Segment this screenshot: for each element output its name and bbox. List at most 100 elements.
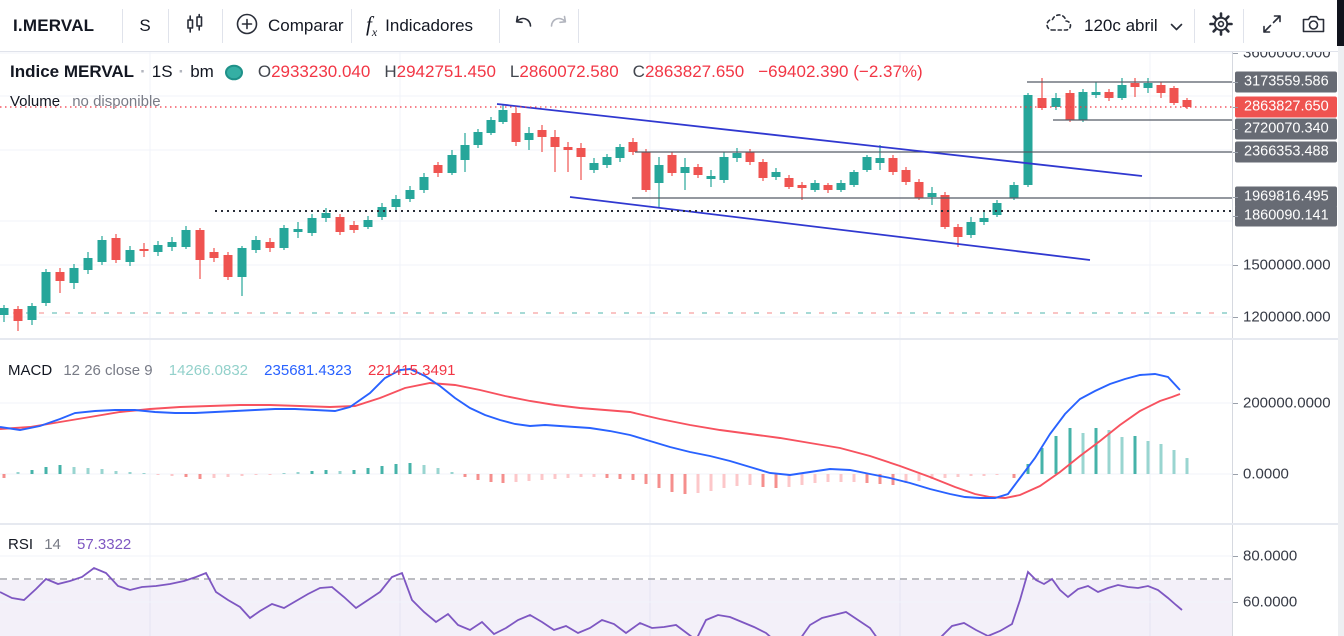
plus-circle-icon: [234, 11, 260, 42]
redo-button[interactable]: [542, 0, 576, 52]
legend-exchange: bm: [190, 62, 214, 81]
candles-series: [0, 78, 1192, 331]
pane-separator[interactable]: [0, 523, 1344, 525]
price-badge: 2863827.650: [1235, 96, 1337, 118]
window-edge-strip: [1338, 46, 1344, 636]
symbol-button[interactable]: I.MERVAL: [0, 0, 94, 52]
macd-line-value: 235681.4323: [264, 362, 352, 379]
axis-tick: [1233, 265, 1238, 266]
open-value: 2933230.040: [271, 62, 371, 81]
chevron-down-icon: [1170, 16, 1183, 36]
macd-pane: [0, 368, 1232, 499]
axis-tick: [1233, 197, 1238, 198]
rsi-pane: [0, 555, 1232, 636]
price-badge: 3173559.586: [1235, 71, 1337, 93]
symbol-label: I.MERVAL: [13, 16, 95, 35]
data-source-dot-icon: [224, 64, 244, 81]
main-price-pane: [0, 52, 1232, 331]
rsi-value: 57.3322: [77, 536, 132, 553]
screenshot-button[interactable]: [1292, 0, 1334, 52]
price-scale[interactable]: 3600000.000 1500000.000 1200000.000 200000.…: [1232, 45, 1338, 636]
axis-tick: [1233, 129, 1238, 130]
price-badge: 1969816.495: [1235, 186, 1337, 208]
price-badge: 2720070.340: [1235, 118, 1337, 140]
volume-label: Volume: [10, 93, 61, 110]
macd-line: [0, 368, 1181, 499]
main-pane-legend[interactable]: Indice MERVAL · 1S · bm O2933230.040 H29…: [10, 62, 923, 81]
interval-button[interactable]: S: [122, 0, 168, 52]
layout-name-label: 120c abril: [1084, 16, 1158, 35]
function-fx-icon: fx: [366, 11, 378, 40]
change-value: −69402.390 (−2.37%): [758, 62, 923, 81]
axis-tick: [1233, 53, 1238, 54]
axis-tick: [1233, 403, 1238, 404]
fullscreen-button[interactable]: [1252, 0, 1292, 52]
axis-tick: [1233, 317, 1238, 318]
toolbar-divider: [499, 9, 500, 43]
low-value: 2860072.580: [519, 62, 619, 81]
candlestick-chart-icon: [183, 12, 207, 41]
price-axis-label: 80.0000: [1243, 547, 1298, 565]
toolbar-divider: [122, 9, 123, 43]
indicators-button[interactable]: fx Indicadores: [366, 0, 473, 52]
macd-histogram-value: 14266.0832: [168, 362, 248, 379]
price-axis-label: 1500000.000: [1243, 256, 1331, 274]
cloud-icon: [1042, 11, 1076, 42]
toolbar-divider: [222, 9, 223, 43]
price-axis-label: 0.0000: [1243, 465, 1289, 483]
volume-legend[interactable]: Volume no disponible: [10, 93, 161, 110]
axis-tick: [1233, 474, 1238, 475]
macd-params: 12 26 close 9: [63, 362, 153, 379]
camera-icon: [1300, 12, 1327, 41]
macd-legend[interactable]: MACD 12 26 close 9 14266.0832 235681.432…: [8, 362, 456, 379]
macd-signal-line: [0, 382, 1181, 499]
gear-icon: [1207, 10, 1235, 43]
legend-interval: 1S: [151, 62, 173, 81]
trendline: [496, 103, 1143, 177]
price-badge: 1860090.141: [1235, 205, 1337, 227]
axis-tick: [1233, 82, 1238, 83]
price-axis-label: 1200000.000: [1243, 308, 1331, 326]
pane-separator[interactable]: [0, 338, 1344, 340]
top-toolbar: I.MERVAL S Comparar fx: [0, 0, 1344, 52]
toolbar-divider: [1243, 9, 1244, 43]
toolbar-divider: [1194, 9, 1195, 43]
rsi-legend[interactable]: RSI 14 57.3322: [8, 536, 131, 553]
rsi-line: [0, 566, 1183, 636]
high-value: 2942751.450: [396, 62, 496, 81]
chart-type-button[interactable]: [168, 0, 222, 52]
axis-tick: [1233, 556, 1238, 557]
redo-arrow-icon: [547, 12, 571, 41]
macd-signal-value: 221415.3491: [367, 362, 456, 379]
axis-tick: [1233, 107, 1238, 108]
toolbar-divider: [351, 9, 352, 43]
fullscreen-expand-icon: [1260, 12, 1284, 41]
price-badge: 2366353.488: [1235, 141, 1337, 163]
window-edge-dark-strip: [1337, 0, 1344, 46]
axis-tick: [1233, 602, 1238, 603]
interval-label: S: [139, 16, 151, 35]
compare-button[interactable]: Comparar: [234, 0, 344, 52]
trendline: [569, 196, 1091, 261]
toolbar-divider: [578, 9, 579, 43]
toolbar-divider: [168, 9, 169, 43]
macd-histogram: [2, 428, 1189, 494]
save-layout-button[interactable]: 120c abril: [1042, 0, 1183, 52]
rsi-param: 14: [44, 536, 61, 553]
indicators-label: Indicadores: [385, 16, 474, 35]
axis-tick: [1233, 152, 1238, 153]
compare-label: Comparar: [268, 16, 344, 35]
undo-arrow-icon: [511, 12, 535, 41]
instrument-title: Indice MERVAL: [10, 62, 135, 81]
volume-status: no disponible: [72, 93, 161, 110]
close-value: 2863827.650: [644, 62, 745, 81]
settings-button[interactable]: [1199, 0, 1243, 52]
price-axis-label: 60.0000: [1243, 593, 1298, 611]
macd-name: MACD: [8, 362, 53, 379]
price-axis-label: 200000.0000: [1243, 394, 1331, 412]
axis-tick: [1233, 216, 1238, 217]
undo-button[interactable]: [506, 0, 540, 52]
rsi-name: RSI: [8, 536, 34, 553]
